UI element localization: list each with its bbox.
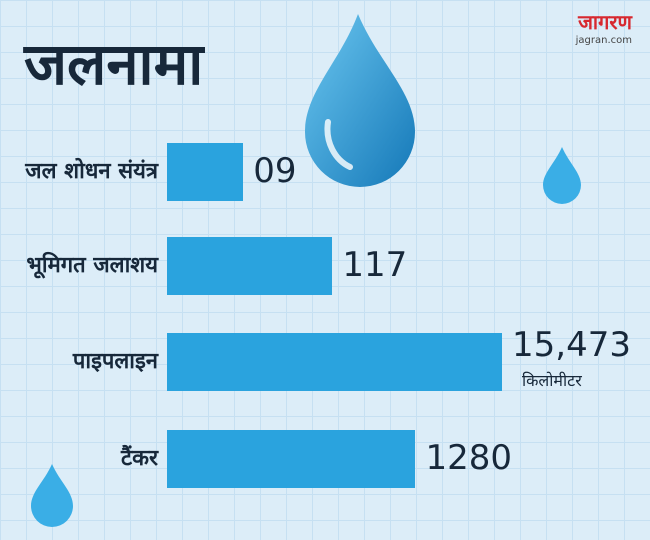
title: जलनामा — [24, 30, 204, 98]
water-drop-small — [543, 147, 581, 204]
value-label: 1280 — [425, 438, 512, 478]
category-label: पाइपलाइन — [72, 349, 158, 374]
category-label: जल शोधन संयंत्र — [25, 159, 158, 184]
water-drop — [305, 14, 415, 187]
bar — [167, 143, 244, 201]
value-label: 117 — [342, 245, 408, 285]
unit-label: किलोमीटर — [522, 371, 582, 390]
logo-text: जागरण — [578, 10, 632, 34]
bar — [167, 333, 502, 391]
category-label: भूमिगत जलाशय — [26, 253, 158, 278]
category-label: टैंकर — [121, 446, 158, 471]
logo-url: jagran.com — [575, 35, 632, 46]
bar — [167, 430, 416, 488]
bar — [167, 237, 333, 295]
value-label: 15,473 — [512, 325, 631, 365]
water-drop-small — [31, 464, 73, 527]
value-label: 09 — [253, 151, 297, 191]
logo: जागरण jagran.com — [576, 8, 632, 46]
